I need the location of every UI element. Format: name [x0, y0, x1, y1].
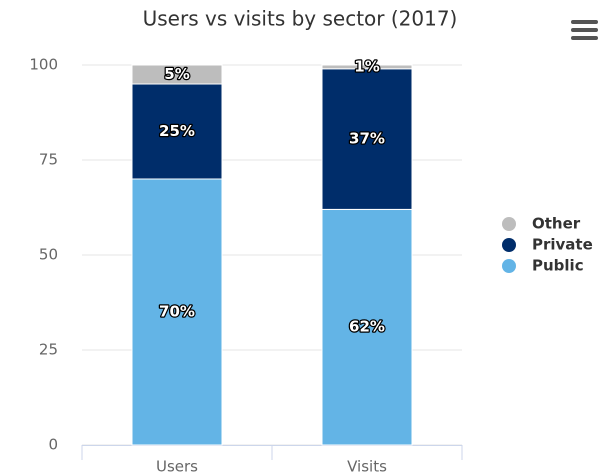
y-tick-label: 75	[39, 151, 58, 169]
y-tick-label: 25	[39, 341, 58, 359]
legend-marker	[502, 217, 516, 231]
data-label: 70%	[159, 303, 195, 321]
menu-icon[interactable]	[571, 20, 598, 40]
menu-bar[interactable]	[571, 28, 598, 32]
x-tick-label: Users	[156, 458, 198, 476]
y-tick-label: 50	[39, 246, 58, 264]
bar-segment	[131, 83, 223, 180]
legend-marker	[502, 259, 516, 273]
data-label: 1%	[354, 57, 379, 75]
bar-segment	[131, 178, 223, 446]
y-tick-label: 0	[48, 436, 58, 454]
data-label: 5%	[164, 65, 189, 83]
menu-bar[interactable]	[571, 20, 598, 24]
data-label: 37%	[349, 130, 385, 148]
menu-bar[interactable]	[571, 36, 598, 40]
legend-marker	[502, 238, 516, 252]
legend-label: Public	[532, 257, 584, 275]
data-label: 25%	[159, 122, 195, 140]
y-tick-label: 100	[29, 56, 58, 74]
legend-label: Private	[532, 236, 593, 254]
legend-label: Other	[532, 215, 581, 233]
x-tick-label: Visits	[347, 458, 387, 476]
data-label: 62%	[349, 318, 385, 336]
chart-title: Users vs visits by sector (2017)	[143, 7, 458, 31]
bar-segment	[321, 64, 413, 70]
bar-segment	[131, 64, 223, 85]
